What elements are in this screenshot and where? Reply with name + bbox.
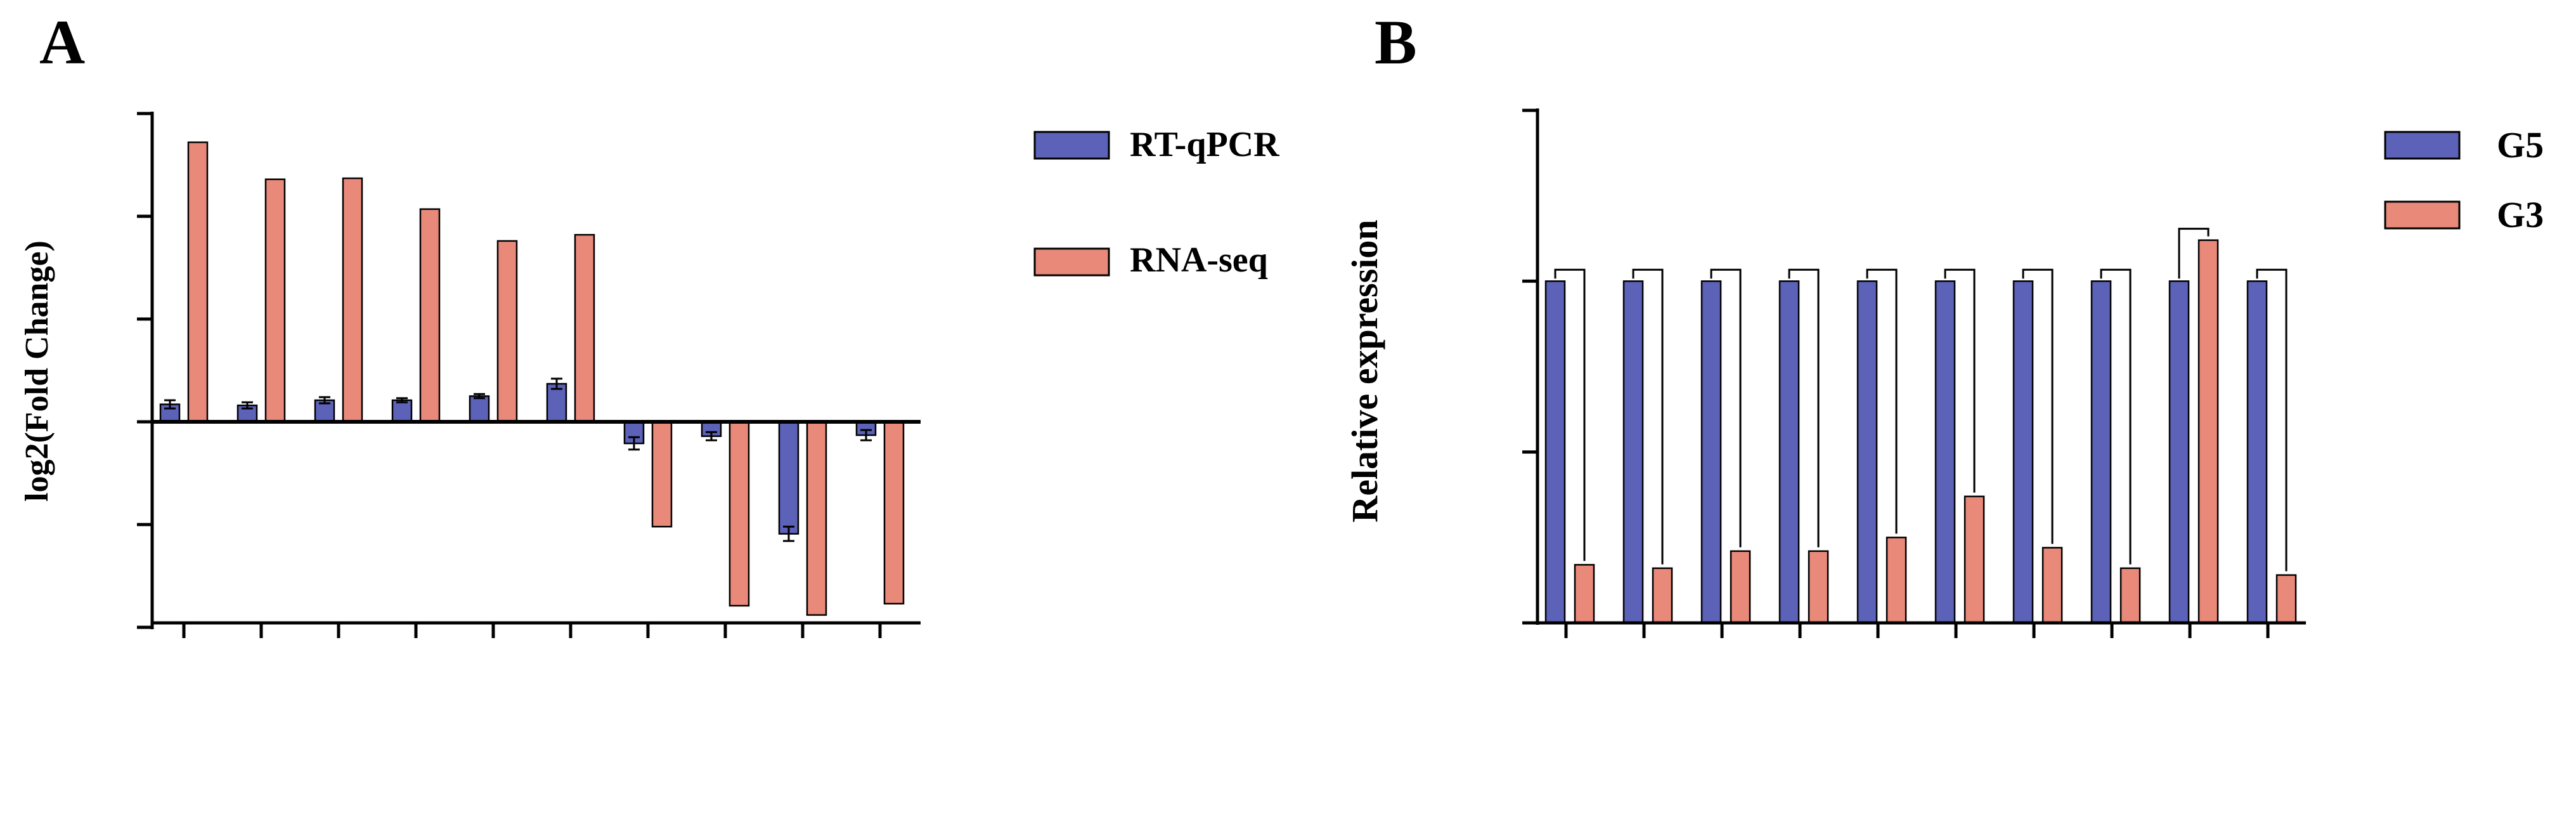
- significance-bracket-kpna2: [1554, 268, 1586, 561]
- significance-bracket-psma6: [1710, 268, 1742, 547]
- bar-g5-rps27: [2012, 280, 2034, 624]
- bar-g3-adrm1: [1652, 567, 1673, 624]
- bar-g3-cnot1: [1808, 550, 1829, 624]
- bar-g3-eef1d: [1886, 537, 1907, 624]
- significance-bracket-adrm1: [1632, 268, 1664, 565]
- bar-g5-cnot1: [1778, 280, 1800, 624]
- bar-g3-hsp90ab1: [1964, 495, 1985, 624]
- bar-rna-seq-c4a: [806, 421, 827, 616]
- legend-label-rna-seq: RNA-seq: [1130, 240, 1268, 280]
- bar-rna-seq-prdx5: [883, 421, 905, 604]
- bar-g5-kpna2: [1544, 280, 1566, 624]
- panel-a-y-axis-label: log2(Fold Change): [19, 240, 55, 502]
- bar-rt-qpcr-c4a: [778, 421, 799, 535]
- legend-label-g3: G3: [2497, 194, 2544, 235]
- bar-rna-seq-psma6: [342, 177, 363, 423]
- legend-swatch-rna-seq: [1033, 247, 1110, 277]
- panel-a-legend: RT-qPCR RNA-seq: [1033, 125, 1279, 280]
- significance-bracket-hsp90ab1: [1944, 268, 1976, 493]
- significance-bracket-star: [2100, 268, 2132, 565]
- panel-b-label: B: [1375, 7, 1417, 77]
- panel-b-legend: G5 G3: [2384, 124, 2544, 235]
- bar-g3-star: [2120, 567, 2141, 624]
- bar-rna-seq-adrm1: [264, 178, 286, 423]
- bar-rna-seq-rps27: [651, 421, 673, 528]
- bar-rna-seq-star: [728, 421, 750, 607]
- bar-rt-qpcr-hsp90ab1: [546, 382, 567, 423]
- bar-g5-star: [2090, 280, 2112, 624]
- bar-rna-seq-kpna2: [187, 141, 209, 423]
- bar-g5-prdx5: [2246, 280, 2268, 624]
- legend-swatch-g3: [2384, 200, 2461, 230]
- panel-b-y-axis-label: Relative expression: [1344, 219, 1385, 522]
- legend-label-rt-qpcr: RT-qPCR: [1130, 125, 1279, 164]
- bar-g5-eef1d: [1856, 280, 1878, 624]
- bar-rna-seq-eef1d: [496, 240, 518, 423]
- bar-rna-seq-cnot1: [419, 208, 441, 423]
- legend-swatch-g5: [2384, 131, 2461, 160]
- significance-bracket-c4a: [2178, 228, 2210, 279]
- bar-g5-adrm1: [1622, 280, 1644, 624]
- significance-bracket-rps27: [2022, 268, 2054, 544]
- panel-a: A log2(Fold Change) RT-qPCR RNA-seq: [19, 7, 1279, 638]
- legend-label-g5: G5: [2497, 124, 2544, 166]
- panel-b: B Relative expression G5 G3: [1344, 7, 2544, 638]
- bar-g3-psma6: [1730, 550, 1751, 624]
- significance-bracket-prdx5: [2256, 268, 2288, 571]
- legend-swatch-rt-qpcr: [1033, 131, 1110, 160]
- bar-rt-qpcr-cnot1: [391, 399, 413, 423]
- bar-g3-prdx5: [2275, 574, 2297, 624]
- bar-g5-hsp90ab1: [1934, 280, 1956, 624]
- bar-g3-c4a: [2197, 239, 2219, 624]
- bar-rt-qpcr-eef1d: [469, 395, 490, 423]
- bar-rna-seq-hsp90ab1: [574, 233, 595, 423]
- bar-g3-kpna2: [1574, 564, 1595, 624]
- significance-bracket-cnot1: [1788, 268, 1820, 547]
- bar-g3-rps27: [2042, 547, 2063, 624]
- significance-bracket-eef1d: [1866, 268, 1898, 534]
- bar-g5-psma6: [1700, 280, 1722, 624]
- panel-a-label: A: [39, 7, 85, 77]
- bar-g5-c4a: [2168, 280, 2190, 624]
